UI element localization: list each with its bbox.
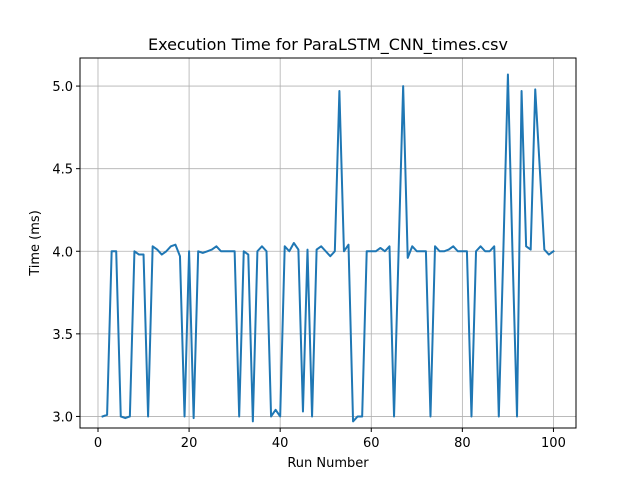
- x-tick-label: 20: [181, 436, 198, 451]
- series-line: [101, 73, 555, 423]
- x-tick-label: 100: [541, 436, 566, 451]
- y-tick-label: 3.5: [52, 328, 73, 343]
- x-tick-label: 60: [363, 436, 380, 451]
- y-axis: 3.0 3.5 4.0 4.5 5.0: [52, 80, 80, 425]
- grid: [80, 58, 576, 428]
- x-tick-label: 80: [454, 436, 471, 451]
- y-axis-label: Time (ms): [28, 210, 43, 277]
- y-tick-label: 4.5: [52, 163, 73, 178]
- x-axis-label: Run Number: [287, 456, 369, 471]
- x-axis: 0 20 40 60 80 100: [94, 428, 566, 451]
- x-tick-label: 40: [272, 436, 289, 451]
- y-tick-label: 5.0: [52, 80, 73, 95]
- plot-frame: [79, 57, 577, 429]
- series-layer: [101, 73, 555, 423]
- x-tick-label: 0: [94, 436, 102, 451]
- chart-title: Execution Time for ParaLSTM_CNN_times.cs…: [148, 35, 508, 55]
- y-tick-label: 4.0: [52, 245, 73, 260]
- y-tick-label: 3.0: [52, 410, 73, 425]
